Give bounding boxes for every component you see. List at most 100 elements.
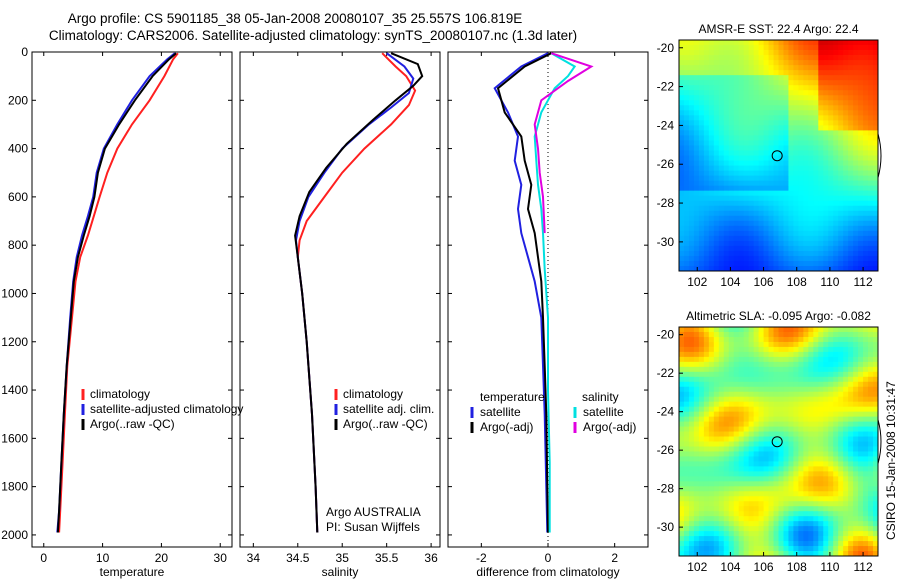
heatmap-cell xyxy=(828,531,834,537)
heatmap-cell xyxy=(768,70,774,76)
heatmap-cell xyxy=(783,125,789,131)
heatmap-cell xyxy=(753,75,760,81)
heatmap-cell xyxy=(773,426,779,432)
heatmap-cell xyxy=(713,461,720,467)
heatmap-cell xyxy=(788,40,794,46)
heatmap-cell xyxy=(808,160,814,166)
heatmap-cell xyxy=(823,90,829,96)
heatmap-cell xyxy=(853,90,859,96)
heatmap-cell xyxy=(733,130,740,136)
heatmap-cell xyxy=(788,145,794,151)
heatmap-cell xyxy=(818,466,824,472)
heatmap-cell xyxy=(693,45,700,51)
heatmap-cell xyxy=(708,255,715,262)
heatmap-cell xyxy=(853,125,859,131)
heatmap-cell xyxy=(763,461,769,467)
heatmap-cell xyxy=(698,160,705,166)
heatmap-cell xyxy=(873,471,879,477)
heatmap-cell xyxy=(713,366,720,373)
heatmap-cell xyxy=(863,531,869,537)
heatmap-cell xyxy=(798,140,804,146)
heatmap-cell xyxy=(723,195,730,202)
heatmap-cell xyxy=(698,401,705,408)
heatmap-cell xyxy=(823,75,829,81)
heatmap-cell xyxy=(848,336,854,343)
heatmap-cell xyxy=(843,436,849,442)
heatmap-cell xyxy=(823,506,829,512)
heatmap-cell xyxy=(833,245,839,252)
heatmap-cell xyxy=(803,155,809,161)
heatmap-cell xyxy=(753,401,760,408)
heatmap-cell xyxy=(723,426,730,432)
heatmap-cell xyxy=(723,70,730,76)
heatmap-cell xyxy=(808,50,814,56)
heatmap-cell xyxy=(858,100,864,106)
heatmap-cell xyxy=(763,481,769,487)
heatmap-cell xyxy=(798,416,804,422)
heatmap-cell xyxy=(843,245,849,252)
heatmap-cell xyxy=(683,331,690,338)
heatmap-cell xyxy=(743,260,750,267)
heatmap-cell xyxy=(713,120,720,126)
heatmap-cell xyxy=(798,75,804,81)
heatmap-cell xyxy=(838,391,844,398)
heatmap-cell xyxy=(863,220,869,227)
heatmap-cell xyxy=(679,230,685,237)
heatmap-cell xyxy=(803,210,809,217)
heatmap-cell xyxy=(863,466,869,472)
heatmap-cell xyxy=(738,170,745,176)
heatmap-cell xyxy=(683,205,690,212)
heatmap-cell xyxy=(873,145,879,151)
heatmap-cell xyxy=(703,346,710,353)
heatmap-cell xyxy=(713,190,720,197)
heatmap-cell xyxy=(753,531,760,537)
heatmap-cell xyxy=(853,376,859,383)
heatmap-cell xyxy=(718,160,725,166)
heatmap-cell xyxy=(873,265,879,272)
heatmap-cell xyxy=(703,401,710,408)
heatmap-cell xyxy=(753,491,760,497)
heatmap-cell xyxy=(863,110,869,116)
heatmap-cell xyxy=(718,115,725,121)
heatmap-cell xyxy=(798,361,804,368)
heatmap-cell xyxy=(818,255,824,262)
heatmap-cell xyxy=(873,125,879,131)
heatmap-cell xyxy=(853,135,859,141)
heatmap-cell xyxy=(833,376,839,383)
heatmap-cell xyxy=(788,140,794,146)
heatmap-cell xyxy=(783,230,789,237)
heatmap-cell xyxy=(778,416,784,422)
heatmap-cell xyxy=(833,230,839,237)
heatmap-cell xyxy=(679,95,685,101)
heatmap-cell xyxy=(833,65,839,71)
heatmap-cell xyxy=(828,170,834,176)
heatmap-cell xyxy=(783,371,789,378)
heatmap-cell xyxy=(803,361,809,368)
heatmap-cell xyxy=(773,381,779,388)
heatmap-cell xyxy=(863,546,869,552)
heatmap-cell xyxy=(868,506,874,512)
heatmap-cell xyxy=(713,195,720,202)
heatmap-cell xyxy=(853,546,859,552)
heatmap-cell xyxy=(828,140,834,146)
heatmap-cell xyxy=(793,546,799,552)
heatmap-cell xyxy=(873,190,879,197)
heatmap-cell xyxy=(763,105,769,111)
heatmap-cell xyxy=(703,481,710,487)
heatmap-cell xyxy=(728,100,735,106)
heatmap-cell xyxy=(708,371,715,378)
heatmap-cell xyxy=(708,40,715,46)
heatmap-cell xyxy=(798,170,804,176)
heatmap-cell xyxy=(788,501,794,507)
heatmap-cell xyxy=(818,155,824,161)
heatmap-cell xyxy=(768,135,774,141)
heatmap-cell xyxy=(723,90,730,96)
heatmap-cell xyxy=(679,511,685,517)
heatmap-cell xyxy=(693,516,700,522)
heatmap-cell xyxy=(873,426,879,432)
heatmap-cell xyxy=(838,386,844,393)
heatmap-cell xyxy=(718,255,725,262)
heatmap-cell xyxy=(703,175,710,182)
heatmap-cell xyxy=(788,125,794,131)
heatmap-cell xyxy=(823,366,829,373)
